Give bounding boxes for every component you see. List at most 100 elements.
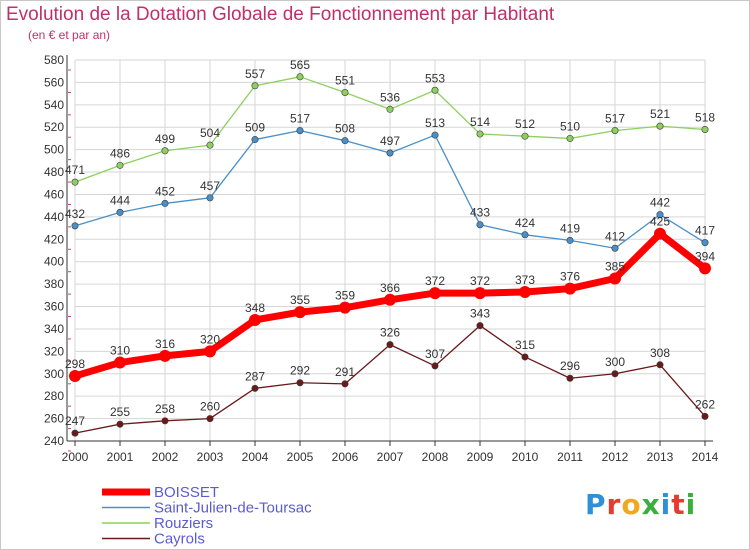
data-point-1 [71, 222, 79, 230]
data-label: 296 [560, 359, 580, 373]
y-tick-label: 280 [44, 389, 64, 403]
data-point-0 [609, 272, 621, 285]
data-label: 452 [155, 184, 175, 198]
logo-letter: i [685, 488, 697, 521]
data-point-0 [249, 313, 261, 326]
data-label: 518 [695, 110, 715, 124]
data-point-3 [116, 420, 124, 428]
data-label: 553 [425, 71, 445, 85]
data-point-2 [476, 130, 484, 138]
data-point-2 [566, 134, 574, 142]
data-point-3 [386, 341, 394, 349]
data-label: 536 [380, 90, 400, 104]
x-tick-label: 2011 [557, 450, 583, 464]
data-point-0 [699, 262, 711, 275]
data-label: 359 [335, 289, 355, 303]
data-label: 424 [515, 216, 535, 230]
chart-subtitle: (en € et par an) [28, 28, 111, 42]
data-point-1 [476, 221, 484, 229]
data-point-3 [611, 370, 619, 378]
data-point-2 [386, 105, 394, 113]
data-point-2 [116, 161, 124, 169]
data-point-3 [206, 415, 214, 423]
data-label: 514 [470, 115, 490, 129]
data-point-2 [431, 86, 439, 94]
data-label: 320 [200, 332, 220, 346]
logo-letter: i [660, 488, 672, 521]
data-point-0 [654, 227, 666, 240]
data-label: 512 [515, 117, 535, 131]
data-point-3 [251, 384, 259, 392]
x-tick-label: 2003 [197, 450, 224, 464]
data-point-0 [159, 349, 171, 362]
data-point-1 [296, 127, 304, 135]
data-label: 291 [335, 365, 355, 379]
data-label: 307 [425, 347, 445, 361]
data-point-3 [71, 429, 79, 437]
data-point-1 [386, 149, 394, 157]
data-label: 517 [605, 112, 625, 126]
data-point-2 [341, 88, 349, 96]
data-point-1 [251, 136, 259, 144]
data-point-0 [564, 282, 576, 295]
data-point-0 [429, 287, 441, 300]
data-label: 372 [470, 274, 490, 288]
x-tick-label: 2000 [62, 450, 89, 464]
data-label: 247 [65, 414, 85, 428]
y-tick-label: 580 [44, 53, 64, 67]
x-tick-label: 2013 [647, 450, 674, 464]
data-label: 565 [290, 58, 310, 72]
data-label: 366 [380, 281, 400, 295]
data-point-3 [701, 412, 709, 420]
data-point-2 [161, 147, 169, 155]
x-tick-label: 2010 [512, 450, 539, 464]
x-tick-label: 2004 [242, 450, 269, 464]
data-label: 300 [605, 355, 625, 369]
data-label: 260 [200, 400, 220, 414]
data-point-1 [341, 137, 349, 145]
legend-label-2: Rouziers [154, 515, 213, 532]
legend: BOISSETSaint-Julien-de-ToursacRouziersCa… [102, 484, 312, 548]
data-point-3 [566, 374, 574, 382]
data-label: 557 [245, 67, 265, 81]
data-label: 551 [335, 73, 355, 87]
logo-letter: P [585, 488, 607, 521]
data-label: 287 [245, 369, 265, 383]
x-tick-label: 2014 [692, 450, 719, 464]
y-tick-label: 360 [44, 300, 64, 314]
data-label: 394 [695, 249, 715, 263]
series [69, 73, 711, 437]
data-label: 343 [470, 307, 490, 321]
data-point-3 [656, 361, 664, 369]
data-point-3 [161, 417, 169, 425]
data-label: 425 [650, 215, 670, 229]
logo-letter: o [621, 488, 642, 521]
y-tick-label: 460 [44, 187, 64, 201]
data-label: 373 [515, 273, 535, 287]
y-tick-label: 440 [44, 210, 64, 224]
data-label: 326 [380, 326, 400, 340]
y-tick-label: 380 [44, 277, 64, 291]
data-label: 258 [155, 402, 175, 416]
data-label: 499 [155, 132, 175, 146]
y-tick-label: 540 [44, 98, 64, 112]
data-label: 504 [200, 126, 220, 140]
y-tick-label: 560 [44, 75, 64, 89]
data-label: 355 [290, 293, 310, 307]
data-label: 509 [245, 121, 265, 135]
data-point-1 [611, 244, 619, 252]
data-point-3 [431, 362, 439, 370]
data-label: 292 [290, 364, 310, 378]
y-tick-label: 520 [44, 120, 64, 134]
x-tick-label: 2009 [467, 450, 494, 464]
y-tick-label: 500 [44, 143, 64, 157]
data-label: 310 [110, 344, 130, 358]
data-label: 432 [65, 207, 85, 221]
x-tick-label: 2006 [332, 450, 359, 464]
data-point-1 [521, 231, 529, 239]
data-point-1 [701, 239, 709, 247]
data-point-2 [251, 82, 259, 90]
proxiti-logo: Proxiti [585, 488, 696, 521]
data-label: 385 [605, 260, 625, 274]
data-point-1 [161, 199, 169, 207]
